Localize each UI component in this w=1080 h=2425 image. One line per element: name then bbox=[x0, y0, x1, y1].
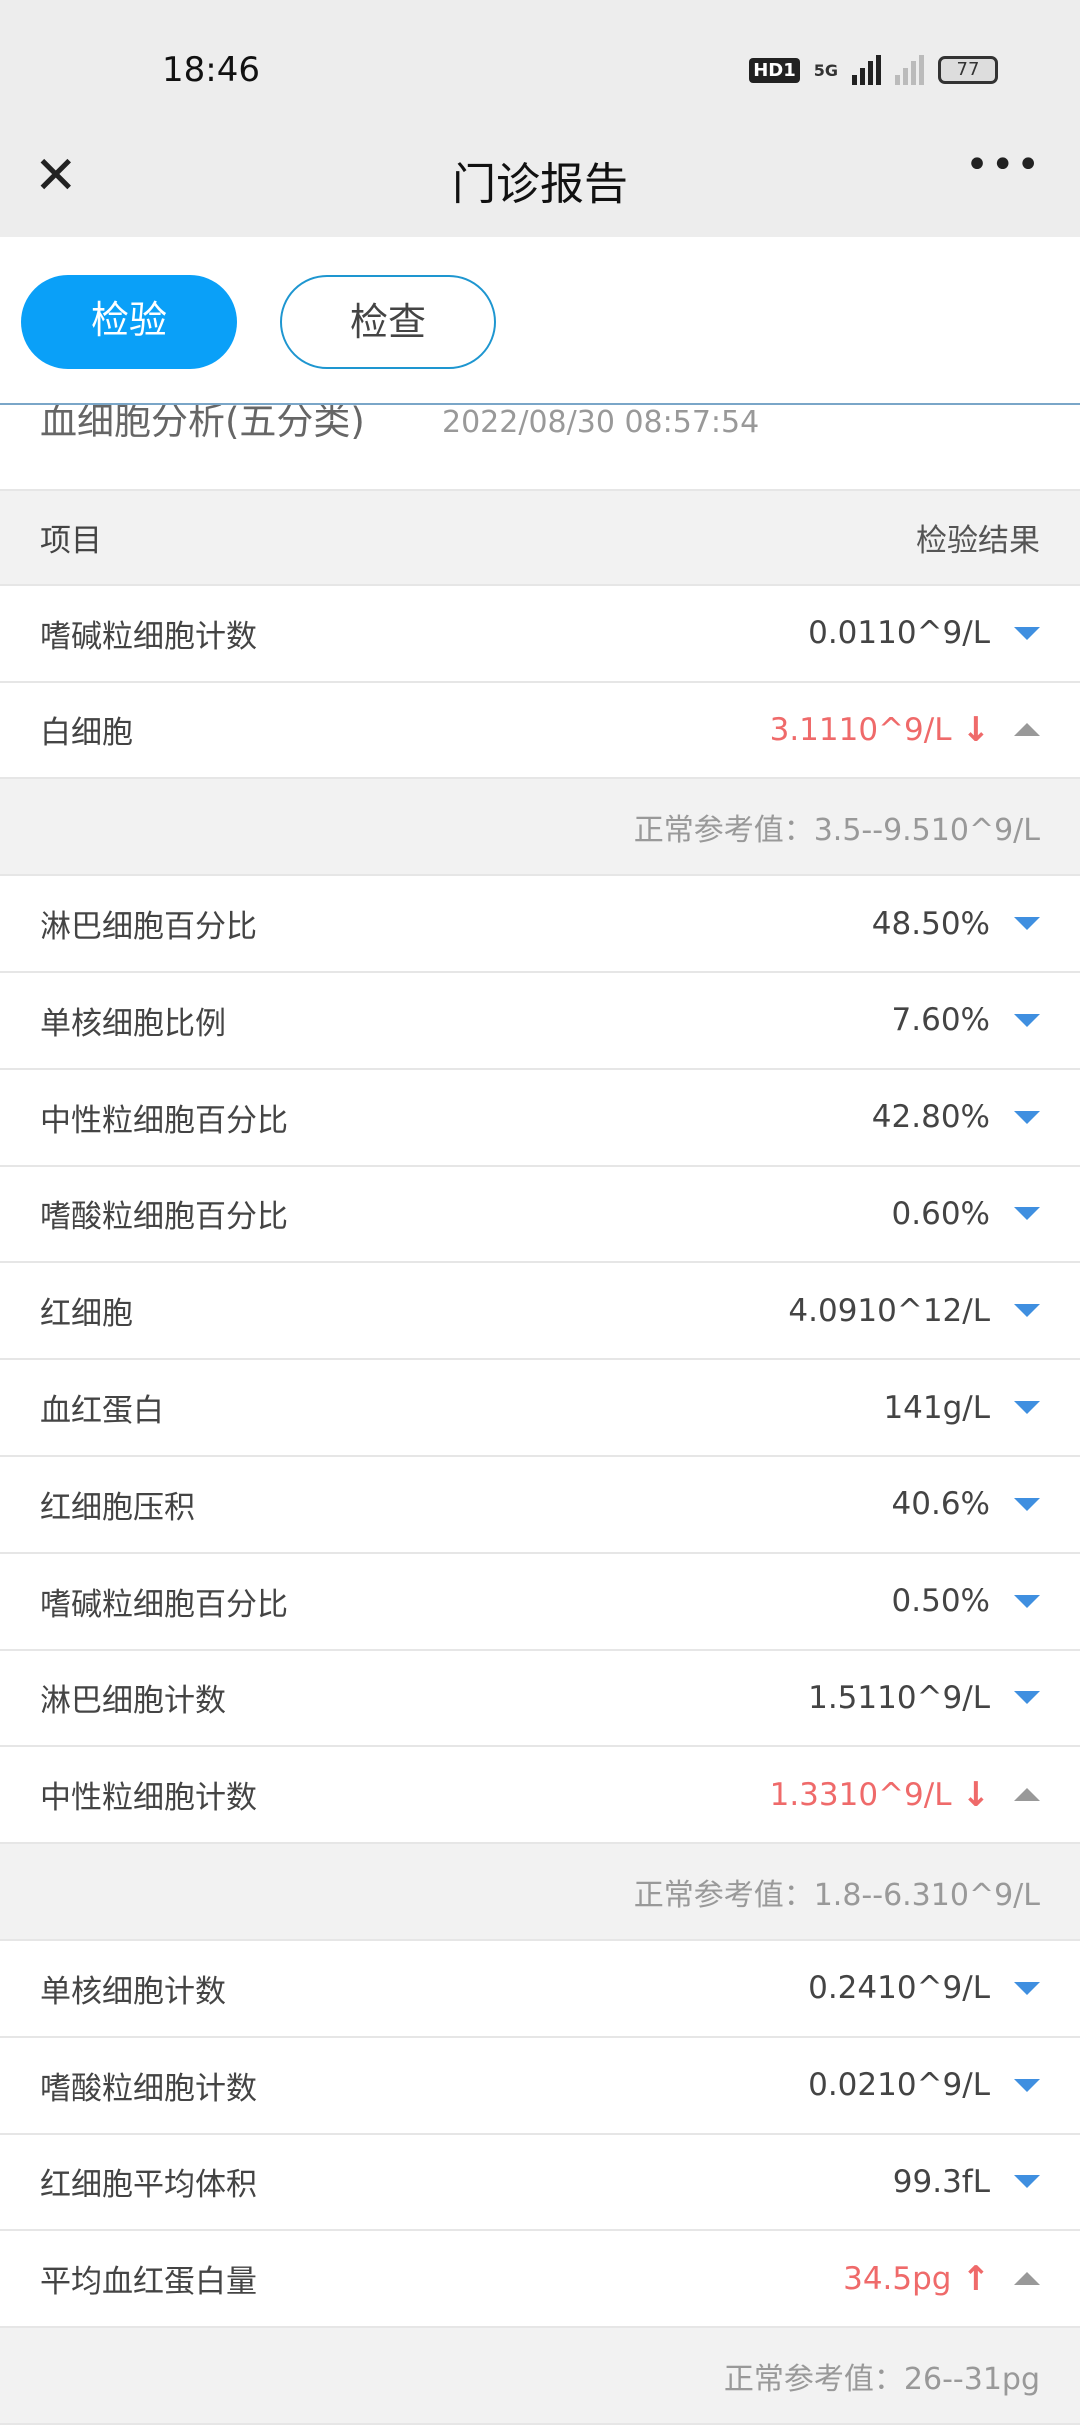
col-result: 检验结果 bbox=[916, 522, 1040, 559]
item-name: 嗜酸粒细胞计数 bbox=[40, 2070, 257, 2107]
status-bar: 18:46 HD1 5G 77 bbox=[0, 0, 1080, 120]
table-row[interactable]: 单核细胞计数 0.2410^9/L bbox=[0, 1941, 1080, 2038]
collapse-icon[interactable] bbox=[1014, 723, 1040, 737]
col-item: 项目 bbox=[40, 522, 102, 559]
arrow-down-icon: ↓ bbox=[961, 709, 991, 750]
table-row[interactable]: 嗜酸粒细胞百分比 0.60% bbox=[0, 1167, 1080, 1264]
table-row[interactable]: 红细胞平均体积 99.3fL bbox=[0, 2135, 1080, 2232]
item-value: 7.60% bbox=[891, 1002, 990, 1039]
item-value: 141g/L bbox=[883, 1389, 990, 1426]
item-name: 淋巴细胞计数 bbox=[40, 1683, 226, 1720]
item-name: 中性粒细胞百分比 bbox=[40, 1102, 288, 1139]
status-time: 18:46 bbox=[162, 50, 260, 90]
arrow-down-icon: ↓ bbox=[961, 1774, 991, 1815]
item-name: 红细胞 bbox=[40, 1296, 133, 1333]
expand-icon[interactable] bbox=[1014, 2078, 1040, 2092]
tab-bar: 检验 检查 bbox=[0, 237, 1080, 405]
table-row[interactable]: 中性粒细胞百分比 42.80% bbox=[0, 1070, 1080, 1167]
reference-range: 正常参考值：3.5--9.510^9/L bbox=[633, 812, 1040, 848]
item-value: 1.3310^9/L bbox=[769, 1776, 952, 1813]
reference-range-row: 正常参考值：1.8--6.310^9/L bbox=[0, 1844, 1080, 1941]
collapse-icon[interactable] bbox=[1014, 1788, 1040, 1802]
hd-icon: HD1 bbox=[749, 57, 800, 83]
table-row[interactable]: 单核细胞比例 7.60% bbox=[0, 973, 1080, 1070]
item-value: 1.5110^9/L bbox=[808, 1679, 990, 1716]
item-name: 中性粒细胞计数 bbox=[40, 1780, 257, 1817]
table-row[interactable]: 嗜酸粒细胞计数 0.0210^9/L bbox=[0, 2038, 1080, 2135]
expand-icon[interactable] bbox=[1014, 1207, 1040, 1221]
table-row[interactable]: 血红蛋白 141g/L bbox=[0, 1360, 1080, 1457]
expand-icon[interactable] bbox=[1014, 917, 1040, 931]
table-header: 项目 检验结果 bbox=[0, 489, 1080, 586]
signal-icon bbox=[852, 55, 881, 85]
item-value: 0.60% bbox=[891, 1195, 990, 1232]
expand-icon[interactable] bbox=[1014, 1981, 1040, 1995]
expand-icon[interactable] bbox=[1014, 1304, 1040, 1318]
reference-range: 正常参考值：1.8--6.310^9/L bbox=[633, 1877, 1040, 1913]
table-row[interactable]: 嗜碱粒细胞百分比 0.50% bbox=[0, 1554, 1080, 1651]
item-value: 48.50% bbox=[871, 905, 990, 942]
item-name: 血红蛋白 bbox=[40, 1393, 164, 1430]
expand-icon[interactable] bbox=[1014, 2175, 1040, 2189]
table-row[interactable]: 中性粒细胞计数 1.3310^9/L ↓ bbox=[0, 1747, 1080, 1845]
more-icon[interactable]: ••• bbox=[965, 142, 1042, 188]
battery-icon: 77 bbox=[938, 56, 998, 84]
expand-icon[interactable] bbox=[1014, 1013, 1040, 1027]
item-value: 40.6% bbox=[891, 1486, 990, 1523]
collapse-icon[interactable] bbox=[1014, 2272, 1040, 2286]
expand-icon[interactable] bbox=[1014, 626, 1040, 640]
item-name: 嗜碱粒细胞计数 bbox=[40, 618, 257, 655]
report-name: 血细胞分析(五分类) bbox=[40, 405, 365, 443]
item-name: 淋巴细胞百分比 bbox=[40, 909, 257, 946]
table-row[interactable]: 嗜碱粒细胞计数 0.0110^9/L bbox=[0, 586, 1080, 683]
item-name: 平均血红蛋白量 bbox=[40, 2264, 257, 2301]
nav-bar: ✕ 门诊报告 ••• bbox=[0, 120, 1080, 237]
item-value: 4.0910^12/L bbox=[788, 1292, 990, 1329]
arrow-up-icon: ↑ bbox=[961, 2258, 991, 2299]
report-section-header: 血细胞分析(五分类) 2022/08/30 08:57:54 bbox=[0, 405, 1080, 489]
tab-examination[interactable]: 检查 bbox=[280, 275, 496, 369]
expand-icon[interactable] bbox=[1014, 1691, 1040, 1705]
item-name: 嗜酸粒细胞百分比 bbox=[40, 1199, 288, 1236]
page-title: 门诊报告 bbox=[452, 159, 628, 210]
tab-lab-test[interactable]: 检验 bbox=[21, 275, 237, 369]
item-name: 白细胞 bbox=[40, 715, 133, 752]
item-value: 42.80% bbox=[871, 1099, 990, 1136]
item-name: 单核细胞计数 bbox=[40, 1973, 226, 2010]
reference-range-row: 正常参考值：3.5--9.510^9/L bbox=[0, 779, 1080, 877]
expand-icon[interactable] bbox=[1014, 1110, 1040, 1124]
table-row[interactable]: 淋巴细胞百分比 48.50% bbox=[0, 876, 1080, 973]
table-row[interactable]: 白细胞 3.1110^9/L ↓ bbox=[0, 683, 1080, 780]
signal-2-icon bbox=[895, 55, 924, 85]
table-row[interactable]: 平均血红蛋白量 34.5pg ↑ bbox=[0, 2231, 1080, 2329]
item-value: 3.1110^9/L bbox=[769, 711, 952, 748]
item-value: 34.5pg bbox=[843, 2260, 952, 2297]
close-icon[interactable]: ✕ bbox=[34, 146, 78, 206]
expand-icon[interactable] bbox=[1014, 1594, 1040, 1608]
item-name: 单核细胞比例 bbox=[40, 1005, 226, 1042]
item-name: 红细胞压积 bbox=[40, 1489, 195, 1526]
network-label: 5G bbox=[813, 60, 838, 80]
item-value: 0.2410^9/L bbox=[808, 1970, 990, 2007]
item-name: 嗜碱粒细胞百分比 bbox=[40, 1586, 288, 1623]
table-row[interactable]: 红细胞压积 40.6% bbox=[0, 1457, 1080, 1554]
item-name: 红细胞平均体积 bbox=[40, 2167, 257, 2204]
table-row[interactable]: 红细胞 4.0910^12/L bbox=[0, 1263, 1080, 1361]
reference-range-row: 正常参考值：26--31pg bbox=[0, 2328, 1080, 2425]
table-row[interactable]: 淋巴细胞计数 1.5110^9/L bbox=[0, 1651, 1080, 1748]
expand-icon[interactable] bbox=[1014, 1401, 1040, 1415]
reference-range: 正常参考值：26--31pg bbox=[723, 2361, 1040, 2397]
item-value: 0.0210^9/L bbox=[808, 2067, 990, 2104]
expand-icon[interactable] bbox=[1014, 1497, 1040, 1511]
item-value: 0.50% bbox=[891, 1583, 990, 1620]
report-datetime: 2022/08/30 08:57:54 bbox=[442, 405, 760, 440]
top-bar: 18:46 HD1 5G 77 ✕ 门诊报告 ••• bbox=[0, 0, 1080, 237]
item-value: 99.3fL bbox=[892, 2163, 990, 2200]
item-value: 0.0110^9/L bbox=[808, 615, 990, 652]
